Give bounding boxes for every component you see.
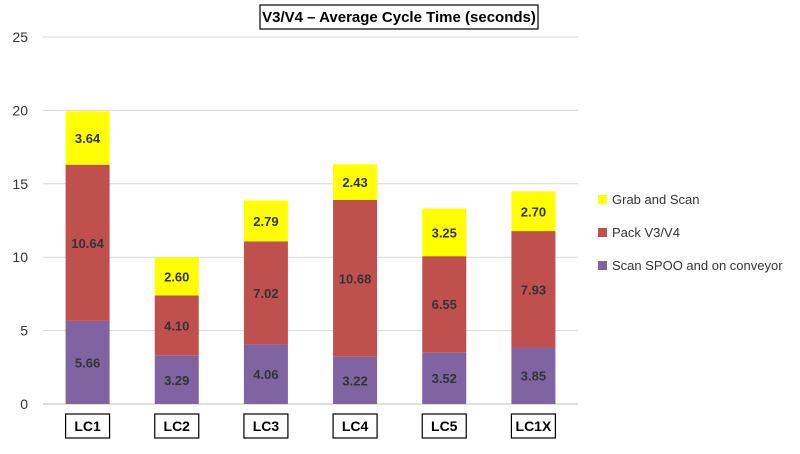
legend-swatch [598,195,607,204]
legend-swatch [598,228,607,237]
gridlines [43,36,578,405]
bar-segment [154,355,199,404]
data-label: 10.64 [71,236,104,251]
bar-segment [243,344,288,404]
chart-title-box: V3/V4 – Average Cycle Time (seconds) [259,4,539,30]
chart-title-frame [259,4,539,30]
data-label: 6.55 [432,297,457,312]
bar-segment [154,295,199,356]
bar-segment [243,241,288,345]
data-label: 5.66 [75,355,100,370]
bar-segment [65,164,110,321]
category-label: LC3 [253,418,280,434]
data-label: 3.29 [164,373,189,388]
data-label: 3.85 [521,369,546,384]
bar-segment [511,347,556,404]
data-label: 3.64 [75,131,101,146]
bar-segment [65,111,110,165]
category-label-box [64,413,111,439]
legend: Grab and Scan Pack V3/V4 Scan SPOO and on … [598,192,783,273]
data-label: 4.06 [253,367,278,382]
bar-segment [511,231,556,348]
y-tick-label: 20 [12,102,28,118]
data-label: 2.43 [342,175,367,190]
bar-segment [422,256,467,353]
data-label: 2.60 [164,269,189,284]
bars [65,111,556,404]
y-tick-label: 5 [20,323,28,339]
data-label: 2.70 [521,204,546,219]
bar-segment [243,200,288,242]
category-label: LC1X [516,418,552,434]
bar-segment [333,164,378,200]
x-axis-categories: LC1 LC2 LC3 LC4 LC5 LC1X [64,413,557,439]
data-label: 7.02 [253,286,278,301]
data-label: 3.52 [432,371,457,386]
bar-segment [511,191,556,232]
data-label: 2.79 [253,214,278,229]
bar-segment [422,208,467,257]
data-labels: 5.66 10.64 3.64 3.29 4.10 2.60 4.06 7.02 2.79 3.2… [71,131,546,388]
data-label: 3.25 [432,225,457,240]
category-label-box [332,413,378,439]
y-tick-label: 0 [20,396,28,412]
category-label: LC1 [74,418,101,434]
data-label: 3.22 [342,373,367,388]
bar-segment [333,199,378,357]
category-label-box [243,413,289,439]
category-label-box [421,413,467,439]
category-label: LC4 [342,418,369,434]
bar-segment [333,356,378,404]
bar-segment [65,320,110,404]
y-tick-label: 15 [12,176,28,192]
legend-swatch [598,261,607,270]
bar-segment [422,352,467,404]
data-label: 7.93 [521,282,546,297]
legend-label: Scan SPOO and on conveyor [612,258,783,273]
category-label: LC5 [431,418,458,434]
category-label-box [510,413,557,439]
y-tick-label: 25 [12,29,28,45]
y-axis: 0 5 10 15 20 25 [12,29,28,412]
chart-title: V3/V4 – Average Cycle Time (seconds) [262,9,536,26]
category-label: LC2 [164,418,191,434]
data-label: 10.68 [339,271,372,286]
data-label: 4.10 [164,319,189,334]
category-label-box [154,413,200,439]
y-tick-label: 10 [12,249,28,265]
legend-label: Pack V3/V4 [612,225,680,240]
legend-label: Grab and Scan [612,192,699,207]
bar-segment [154,257,199,296]
